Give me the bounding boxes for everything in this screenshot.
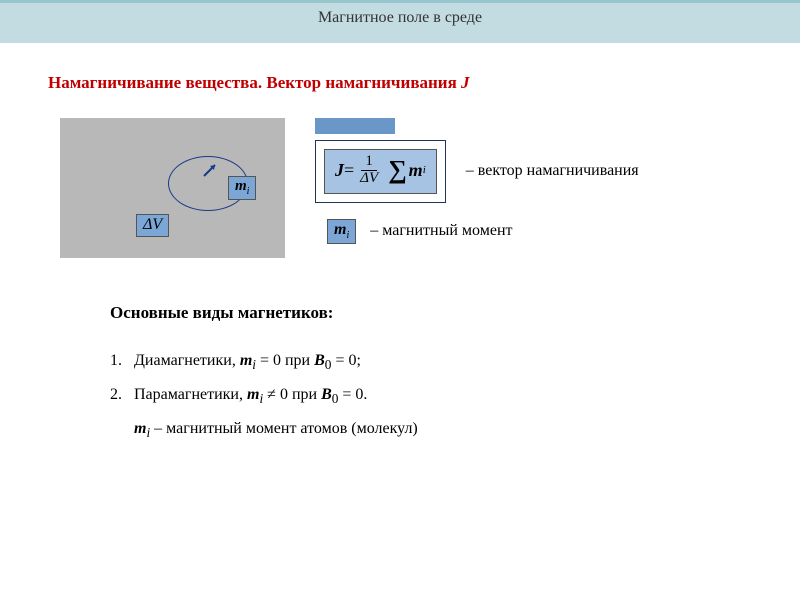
slide-header: Магнитное поле в среде [0, 0, 800, 43]
decor-bar [315, 118, 395, 134]
item-body: Парамагнетики, mi ≠ 0 при B0 = 0. [134, 379, 367, 413]
formula-J: J = 1 ΔV ∑ mi [324, 149, 437, 194]
dv-var: ΔV [143, 216, 162, 233]
formula-column: J = 1 ΔV ∑ mi – вектор намагничивания mi… [315, 118, 639, 244]
mi-box: mi [327, 219, 356, 244]
volume-diagram: mi ΔV [60, 118, 285, 258]
formula-frame: J = 1 ΔV ∑ mi [315, 140, 446, 203]
subtitle-symbol: J [461, 73, 470, 92]
types-heading: Основные виды магнетиков: [110, 303, 800, 323]
mi-var: m [235, 178, 247, 194]
formula-lhs: J [335, 160, 344, 181]
types-list: 1. Диамагнетики, mi = 0 при B0 = 0; 2. П… [110, 345, 800, 447]
frac-den: ΔV [358, 171, 380, 187]
list-footnote: mi – магнитный момент атомов (молекул) [134, 413, 800, 447]
sum-sigma: ∑ [388, 155, 407, 185]
figure-row: mi ΔV J = 1 ΔV ∑ mi – вектор намагни [60, 118, 800, 258]
formula-fraction: 1 ΔV [358, 154, 380, 187]
moment-annot: – магнитный момент [370, 222, 512, 240]
sum-var: m [409, 160, 423, 181]
list-item: 2. Парамагнетики, mi ≠ 0 при B0 = 0. [110, 379, 800, 413]
item-body: Диамагнетики, mi = 0 при B0 = 0; [134, 345, 361, 379]
item-number: 2. [110, 379, 134, 413]
mi-label-chip: mi [228, 176, 256, 200]
moment-arrow-icon [200, 160, 220, 180]
dv-label-chip: ΔV [136, 214, 169, 237]
moment-definition: mi – магнитный момент [327, 219, 639, 244]
item-number: 1. [110, 345, 134, 379]
mi-sub: i [247, 186, 250, 197]
list-item: 1. Диамагнетики, mi = 0 при B0 = 0; [110, 345, 800, 379]
moment-sub: i [346, 230, 349, 241]
slide-title: Магнитное поле в среде [318, 9, 482, 26]
moment-var: m [334, 221, 346, 238]
formula-annot: – вектор намагничивания [466, 162, 639, 180]
footnote-body: mi – магнитный момент атомов (молекул) [134, 413, 418, 447]
subtitle-text: Намагничивание вещества. Вектор намагнич… [48, 73, 461, 92]
section-subtitle: Намагничивание вещества. Вектор намагнич… [48, 73, 800, 93]
formula-eq: = [344, 160, 354, 181]
frac-num: 1 [361, 154, 377, 171]
sum-sub: i [423, 164, 426, 176]
